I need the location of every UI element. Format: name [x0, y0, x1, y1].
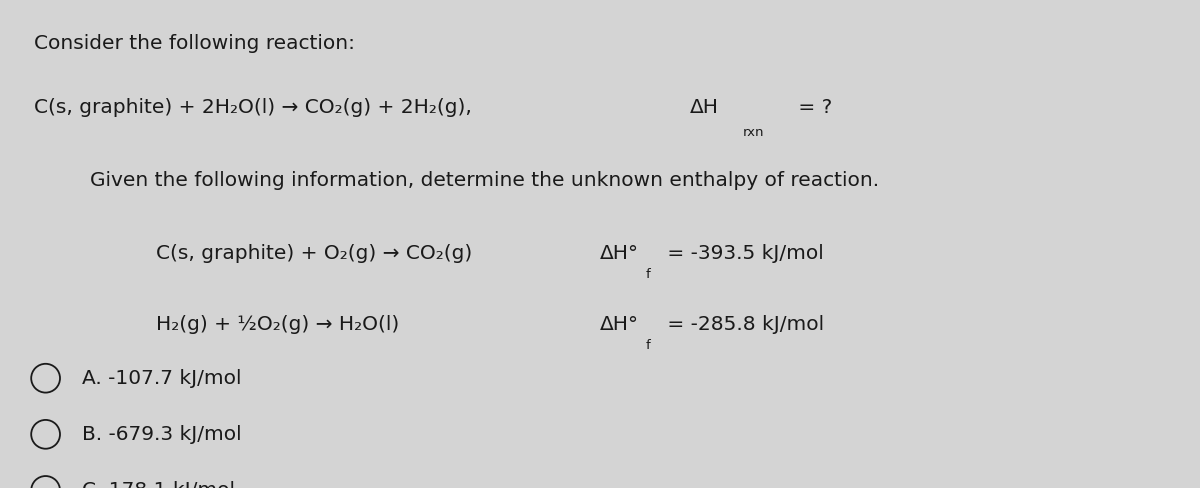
- Text: = -285.8 kJ/mol: = -285.8 kJ/mol: [661, 315, 824, 334]
- Text: Given the following information, determine the unknown enthalpy of reaction.: Given the following information, determi…: [90, 171, 880, 190]
- Text: = -393.5 kJ/mol: = -393.5 kJ/mol: [661, 244, 824, 263]
- Text: C. 178.1 kJ/mol: C. 178.1 kJ/mol: [82, 481, 235, 488]
- Text: f: f: [646, 339, 650, 352]
- Text: B. -679.3 kJ/mol: B. -679.3 kJ/mol: [82, 425, 241, 444]
- Text: H₂(g) + ½O₂(g) → H₂O(l): H₂(g) + ½O₂(g) → H₂O(l): [156, 315, 400, 334]
- Text: Consider the following reaction:: Consider the following reaction:: [34, 34, 355, 53]
- Text: = ?: = ?: [792, 98, 833, 117]
- Text: A. -107.7 kJ/mol: A. -107.7 kJ/mol: [82, 369, 241, 387]
- Text: f: f: [646, 268, 650, 282]
- Text: rxn: rxn: [743, 126, 764, 139]
- Text: ΔH: ΔH: [690, 98, 719, 117]
- Text: ΔH°: ΔH°: [600, 244, 640, 263]
- Text: C(s, graphite) + O₂(g) → CO₂(g): C(s, graphite) + O₂(g) → CO₂(g): [156, 244, 473, 263]
- Text: ΔH°: ΔH°: [600, 315, 640, 334]
- Text: C(s, graphite) + 2H₂O(l) → CO₂(g) + 2H₂(g),: C(s, graphite) + 2H₂O(l) → CO₂(g) + 2H₂(…: [34, 98, 472, 117]
